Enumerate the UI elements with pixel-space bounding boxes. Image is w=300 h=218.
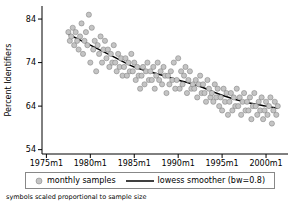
html-text:monthly samples: monthly samples (47, 176, 116, 185)
svg-text:1990m1: 1990m1 (162, 159, 195, 168)
svg-text:Percent Identifiers: Percent Identifiers (8, 44, 13, 117)
svg-text:54: 54 (26, 145, 36, 154)
html-text:symbols scaled proportional to: symbols scaled proportional to sample si… (6, 193, 147, 201)
svg-text:1985m1: 1985m1 (118, 159, 151, 168)
svg-text:1980m1: 1980m1 (74, 159, 107, 168)
svg-text:84: 84 (26, 15, 36, 24)
svg-text:1995m1: 1995m1 (205, 159, 238, 168)
svg-text:1975m1: 1975m1 (30, 159, 63, 168)
svg-text:74: 74 (26, 58, 36, 67)
svg-text:64: 64 (26, 102, 36, 111)
html-text:lowess smoother (bw=0.8): lowess smoother (bw=0.8) (157, 176, 265, 185)
svg-text:2000m1: 2000m1 (249, 159, 282, 168)
